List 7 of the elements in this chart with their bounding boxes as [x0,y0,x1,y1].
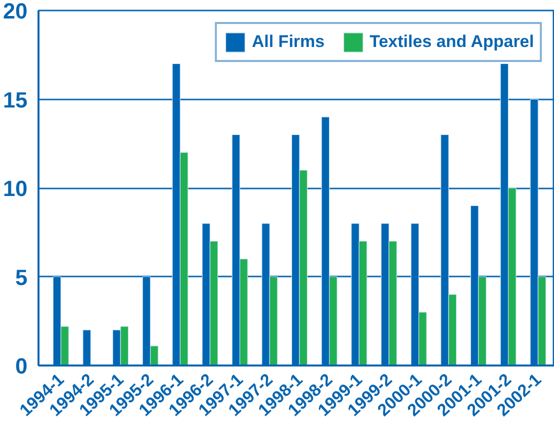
y-tick-label: 10 [3,176,28,201]
legend-label: All Firms [252,32,325,52]
y-tick-label: 5 [15,264,28,290]
y-tick-label: 0 [15,354,28,378]
legend-label: Textiles and Apparel [370,32,534,52]
y-tick-label: 15 [3,87,28,112]
y-tick-label: 20 [3,0,28,24]
